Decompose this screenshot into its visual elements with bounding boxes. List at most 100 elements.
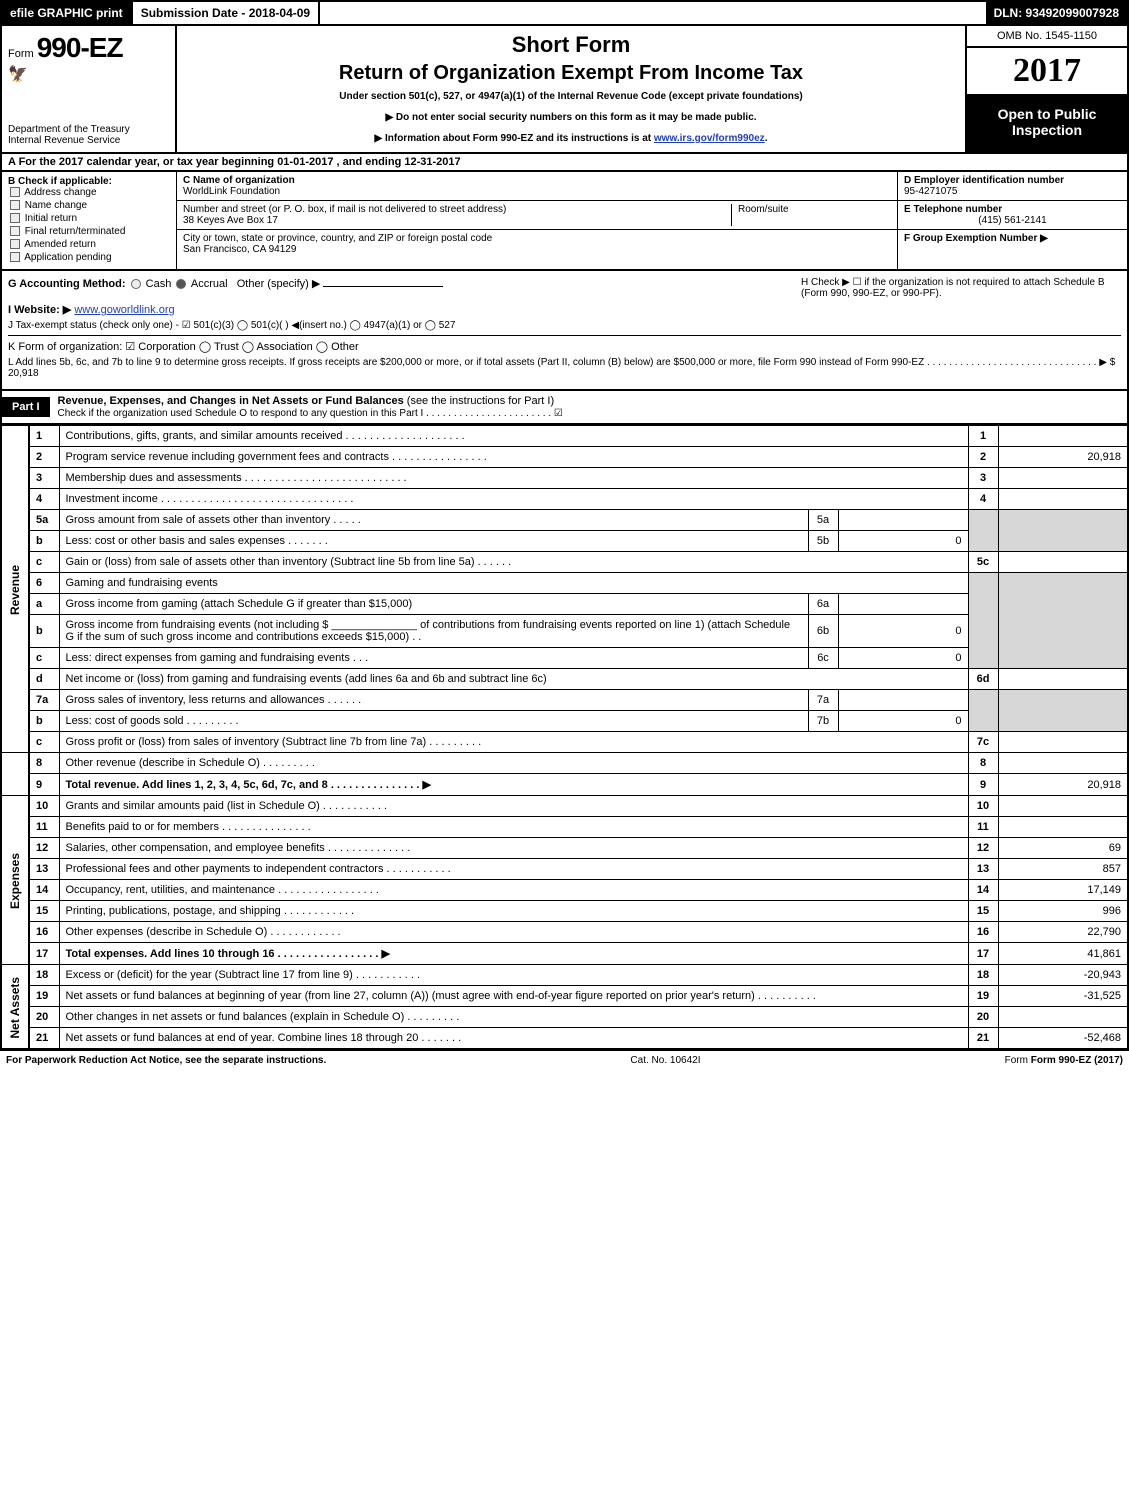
dln-label: DLN: 93492099007928	[986, 2, 1127, 24]
row-6b-in: 6b	[808, 615, 838, 648]
row-11-num: 11	[29, 817, 59, 838]
row-16-rn: 16	[968, 922, 998, 943]
efile-label: efile GRAPHIC print	[2, 2, 131, 24]
row-7c-desc: Gross profit or (loss) from sales of inv…	[59, 732, 968, 753]
radio-accrual[interactable]	[176, 279, 186, 289]
row-11-desc: Benefits paid to or for members . . . . …	[59, 817, 968, 838]
row-7c-amt	[998, 732, 1128, 753]
row-10-rn: 10	[968, 796, 998, 817]
row-6b-iv: 0	[838, 615, 968, 648]
row-8-rn: 8	[968, 753, 998, 774]
header-right: OMB No. 1545-1150 2017 Open to Public In…	[967, 26, 1127, 152]
row-17-desc: Total expenses. Add lines 10 through 16 …	[59, 943, 968, 965]
row-8-num: 8	[29, 753, 59, 774]
checkbox-final-return[interactable]	[10, 226, 20, 236]
f-label: F Group Exemption Number ▶	[904, 233, 1048, 244]
omb-number: OMB No. 1545-1150	[967, 26, 1127, 48]
checkbox-address-change[interactable]	[10, 187, 20, 197]
radio-cash[interactable]	[131, 279, 141, 289]
row-13-num: 13	[29, 859, 59, 880]
row-6b-desc: Gross income from fundraising events (no…	[59, 615, 808, 648]
short-form-title: Short Form	[187, 32, 955, 58]
row-19-desc: Net assets or fund balances at beginning…	[59, 986, 968, 1007]
g-cash: Cash	[146, 278, 172, 290]
row-6a-iv	[838, 594, 968, 615]
checkbox-name-change[interactable]	[10, 200, 20, 210]
row-21-rn: 21	[968, 1028, 998, 1050]
part1-tag: Part I	[2, 397, 50, 417]
footer-left: For Paperwork Reduction Act Notice, see …	[6, 1055, 326, 1066]
row-7c-num: c	[29, 732, 59, 753]
row-12-amt: 69	[998, 838, 1128, 859]
row-17-amt: 41,861	[998, 943, 1128, 965]
website-link[interactable]: www.goworldlink.org	[74, 304, 174, 316]
g-other: Other (specify) ▶	[237, 278, 321, 290]
row-20-rn: 20	[968, 1007, 998, 1028]
row-1-amt	[998, 426, 1128, 447]
city-value: San Francisco, CA 94129	[183, 244, 296, 255]
cb-label-3: Final return/terminated	[25, 226, 126, 237]
row-5a-iv	[838, 510, 968, 531]
row-18-amt: -20,943	[998, 965, 1128, 986]
row-3-desc: Membership dues and assessments . . . . …	[59, 468, 968, 489]
org-name: WorldLink Foundation	[183, 186, 280, 197]
row-5b-desc: Less: cost or other basis and sales expe…	[59, 531, 808, 552]
header-left: Form 990-EZ 🦅 Department of the Treasury…	[2, 26, 177, 152]
part1-check-line: Check if the organization used Schedule …	[58, 408, 563, 419]
row-7a-iv	[838, 690, 968, 711]
part1-header: Part I Revenue, Expenses, and Changes in…	[0, 391, 1129, 425]
j-line: J Tax-exempt status (check only one) - ☑…	[8, 320, 1121, 331]
row-20-num: 20	[29, 1007, 59, 1028]
row-6c-desc: Less: direct expenses from gaming and fu…	[59, 648, 808, 669]
g-other-blank[interactable]	[323, 286, 443, 287]
row-4-amt	[998, 489, 1128, 510]
row-5b-in: 5b	[808, 531, 838, 552]
shade-7-amt	[998, 690, 1128, 732]
note-info: ▶ Information about Form 990-EZ and its …	[187, 133, 955, 144]
row-6d-amt	[998, 669, 1128, 690]
row-6b-num: b	[29, 615, 59, 648]
row-7b-num: b	[29, 711, 59, 732]
checkbox-amended-return[interactable]	[10, 239, 20, 249]
addr-value: 38 Keyes Ave Box 17	[183, 215, 278, 226]
row-6a-desc: Gross income from gaming (attach Schedul…	[59, 594, 808, 615]
row-8-amt	[998, 753, 1128, 774]
row-6-num: 6	[29, 573, 59, 594]
row-5b-num: b	[29, 531, 59, 552]
row-7a-in: 7a	[808, 690, 838, 711]
row-17-rn: 17	[968, 943, 998, 965]
line-a-text: A For the 2017 calendar year, or tax yea…	[8, 156, 461, 168]
checkbox-application-pending[interactable]	[10, 252, 20, 262]
shade-7	[968, 690, 998, 732]
row-10-amt	[998, 796, 1128, 817]
row-12-num: 12	[29, 838, 59, 859]
row-6a-in: 6a	[808, 594, 838, 615]
row-15-rn: 15	[968, 901, 998, 922]
row-6d-num: d	[29, 669, 59, 690]
ein-value: 95-4271075	[904, 186, 957, 197]
i-label: I Website: ▶	[8, 304, 71, 316]
identity-block: B Check if applicable: Address change Na…	[0, 172, 1129, 271]
d-label: D Employer identification number	[904, 175, 1064, 186]
irs-link[interactable]: www.irs.gov/form990ez	[654, 133, 765, 144]
row-9-rn: 9	[968, 774, 998, 796]
row-15-num: 15	[29, 901, 59, 922]
part1-title-note: (see the instructions for Part I)	[407, 395, 554, 407]
footer-mid: Cat. No. 10642I	[630, 1055, 700, 1066]
row-21-amt: -52,468	[998, 1028, 1128, 1050]
row-20-desc: Other changes in net assets or fund bala…	[59, 1007, 968, 1028]
row-4-desc: Investment income . . . . . . . . . . . …	[59, 489, 968, 510]
row-18-desc: Excess or (deficit) for the year (Subtra…	[59, 965, 968, 986]
row-7b-desc: Less: cost of goods sold . . . . . . . .…	[59, 711, 808, 732]
checkbox-initial-return[interactable]	[10, 213, 20, 223]
revenue-sidebar: Revenue	[1, 426, 29, 753]
subtitle: Under section 501(c), 527, or 4947(a)(1)…	[187, 91, 955, 102]
l-line: L Add lines 5b, 6c, and 7b to line 9 to …	[8, 357, 1121, 379]
row-6a-num: a	[29, 594, 59, 615]
note-info-pre: ▶ Information about Form 990-EZ and its …	[375, 133, 654, 144]
row-6c-in: 6c	[808, 648, 838, 669]
row-1-rn: 1	[968, 426, 998, 447]
row-5a-num: 5a	[29, 510, 59, 531]
form-header: Form 990-EZ 🦅 Department of the Treasury…	[0, 26, 1129, 154]
row-6d-rn: 6d	[968, 669, 998, 690]
